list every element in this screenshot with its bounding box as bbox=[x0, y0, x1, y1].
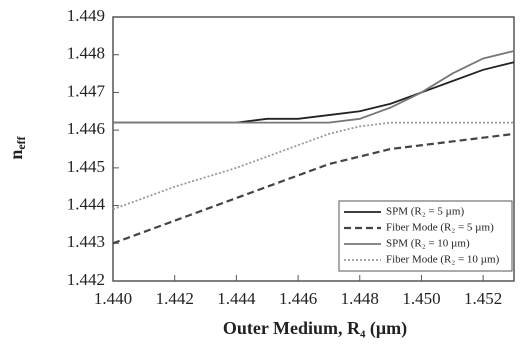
y-tick-label: 1.445 bbox=[67, 157, 105, 176]
x-tick-label: 1.442 bbox=[156, 289, 194, 308]
x-axis-label: Outer Medium, R₄ (μm) bbox=[223, 318, 407, 339]
x-tick-label: 1.450 bbox=[402, 289, 440, 308]
plot-frame bbox=[112, 16, 515, 282]
y-axis-label-sub: eff bbox=[14, 135, 28, 149]
y-tick-label: 1.448 bbox=[67, 44, 105, 63]
series-line bbox=[112, 121, 514, 211]
series-line bbox=[112, 132, 515, 245]
series-line bbox=[113, 61, 515, 124]
legend-label: SPM (R₂ = 5 µm) bbox=[386, 206, 464, 218]
y-axis-label-main: n bbox=[6, 150, 26, 160]
x-tick-label: 1.448 bbox=[341, 289, 379, 308]
y-tick-label: 1.446 bbox=[67, 119, 105, 138]
x-tick-label: 1.440 bbox=[94, 289, 132, 308]
y-axis-label: neff bbox=[6, 135, 28, 159]
y-tick-label: 1.444 bbox=[67, 194, 106, 213]
series-line bbox=[113, 50, 515, 124]
legend-label: SPM (R₂ = 10 µm) bbox=[386, 238, 470, 250]
y-tick-label: 1.443 bbox=[67, 232, 105, 251]
y-tick-label: 1.449 bbox=[67, 6, 105, 25]
legend-label: Fiber Mode (R₂ = 5 µm) bbox=[386, 222, 494, 234]
x-tick-label: 1.444 bbox=[217, 289, 256, 308]
y-tick-label: 1.447 bbox=[67, 81, 106, 100]
y-tick-label: 1.442 bbox=[67, 270, 105, 289]
x-tick-label: 1.446 bbox=[279, 289, 317, 308]
x-tick-label: 1.452 bbox=[464, 289, 502, 308]
legend-label: Fiber Mode (R₂ = 10 µm) bbox=[386, 254, 500, 266]
